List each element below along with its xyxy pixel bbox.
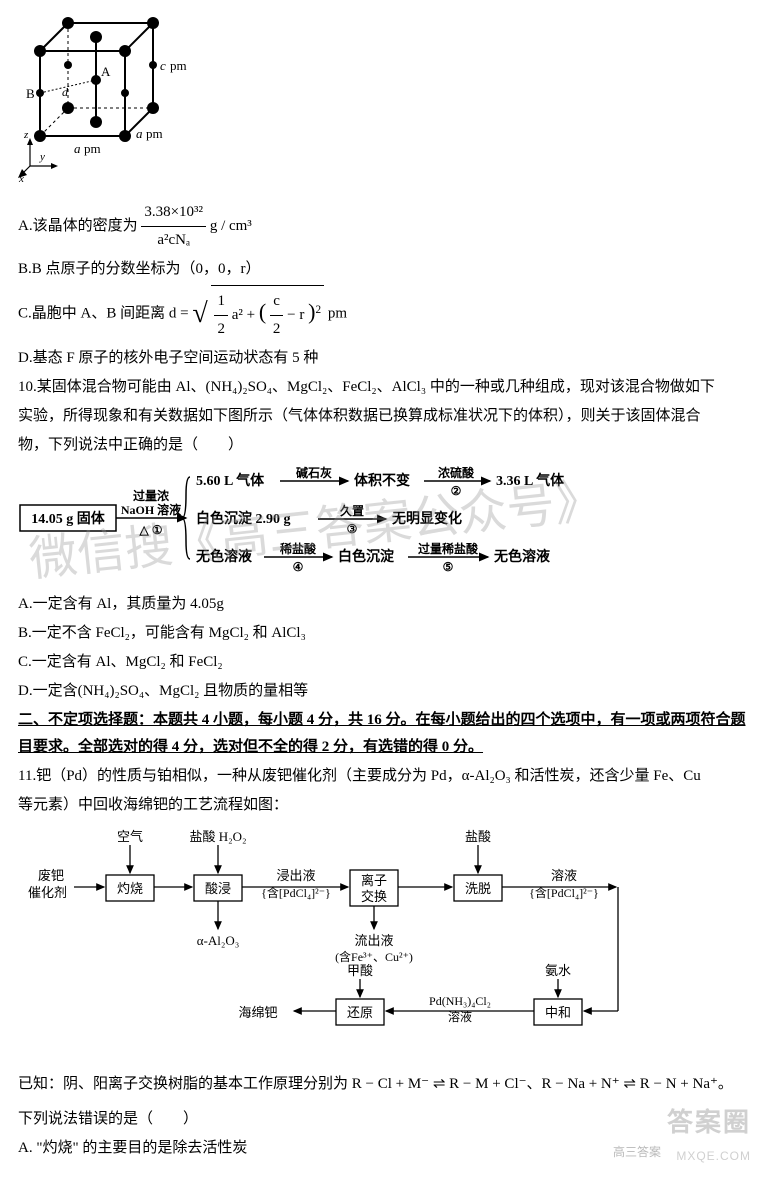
- q9-A-fraction: 3.38×10³² a²cNₐ: [141, 199, 206, 254]
- svg-text:x: x: [18, 173, 24, 183]
- svg-text:体积不变: 体积不变: [354, 472, 410, 489]
- q10-stem-line2: 实验，所得现象和有关数据如下图所示（气体体积数据已换算成标准状况下的体积），则关…: [18, 403, 751, 430]
- label-B: B: [26, 86, 35, 101]
- svg-text:溶液: 溶液: [551, 868, 577, 883]
- svg-text:交换: 交换: [361, 889, 387, 904]
- label-c: c: [160, 58, 166, 73]
- q11-ask: 下列说法错误的是（ ）: [18, 1106, 751, 1133]
- svg-text:溶液: 溶液: [448, 1009, 472, 1024]
- q9-C-prefix: C.晶胞中 A、B 间距离 d =: [18, 305, 189, 321]
- q10-option-A: A.一定含有 Al，其质量为 4.05g: [18, 591, 751, 618]
- svg-text:离子: 离子: [361, 873, 387, 888]
- q10-left-box: 14.05 g 固体: [31, 510, 105, 527]
- svg-text:5.60 L 气体: 5.60 L 气体: [196, 472, 265, 489]
- q11-flow-figure: 空气 盐酸 H₂O₂ 盐酸 废钯 催化剂 灼烧 酸浸 浸出液 {含[PdCl₄]…: [18, 825, 751, 1065]
- svg-text:流出液: 流出液: [354, 933, 393, 948]
- svg-text:y: y: [39, 151, 45, 163]
- svg-text:过量浓: 过量浓: [133, 488, 170, 503]
- svg-text:④: ④: [293, 560, 304, 574]
- svg-text:催化剂: 催化剂: [28, 885, 67, 900]
- svg-text:浓硫酸: 浓硫酸: [438, 465, 475, 480]
- svg-text:空气: 空气: [117, 829, 143, 844]
- svg-text:甲酸: 甲酸: [347, 963, 373, 978]
- q10-option-B: B.一定不含 FeCl₂，可能含有 MgCl₂ 和 AlCl₃: [18, 620, 751, 647]
- q11-known: 已知：阴、阳离子交换树脂的基本工作原理分别为 R − Cl + M⁻ ⇌ R −…: [18, 1071, 751, 1098]
- logo-text-1: 答案圈: [667, 1100, 751, 1147]
- svg-text:灼烧: 灼烧: [117, 881, 143, 896]
- svg-text:白色沉淀 2.90 g: 白色沉淀 2.90 g: [196, 510, 291, 527]
- svg-text:pm: pm: [84, 141, 101, 156]
- svg-text:pm: pm: [170, 58, 187, 73]
- svg-text:{含[PdCl₄]²⁻}: {含[PdCl₄]²⁻}: [529, 885, 599, 900]
- svg-text:海绵钯: 海绵钯: [238, 1005, 277, 1020]
- q9-C-suffix: pm: [328, 305, 347, 321]
- svg-text:中和: 中和: [545, 1005, 571, 1020]
- svg-text:△ ①: △ ①: [139, 523, 163, 537]
- svg-text:废钯: 废钯: [38, 868, 64, 883]
- svg-text:无明显变化: 无明显变化: [391, 510, 462, 527]
- svg-text:NaOH 溶液: NaOH 溶液: [121, 502, 181, 517]
- crystal-cell-figure: A B d c pm a pm a pm z y x: [18, 8, 751, 193]
- label-a1: a: [136, 126, 143, 141]
- q9-option-C: C.晶胞中 A、B 间距离 d = √ 1 2 a² + ( c 2 − r )…: [18, 285, 751, 343]
- svg-text:pm: pm: [146, 126, 163, 141]
- svg-text:无色溶液: 无色溶液: [195, 548, 253, 565]
- section-2-title: 二、不定项选择题：本题共 4 小题，每小题 4 分，共 16 分。在每小题给出的…: [18, 707, 751, 761]
- svg-text:3.36 L 气体: 3.36 L 气体: [496, 472, 565, 489]
- q9-option-D: D.基态 F 原子的核外电子空间运动状态有 5 种: [18, 345, 751, 372]
- svg-text:碱石灰: 碱石灰: [296, 465, 332, 480]
- svg-text:久置: 久置: [340, 503, 364, 518]
- svg-text:盐酸 H₂O₂: 盐酸 H₂O₂: [189, 829, 246, 844]
- svg-text:酸浸: 酸浸: [205, 881, 231, 896]
- svg-text:z: z: [23, 129, 29, 141]
- svg-text:Pd(NH₃)₄Cl₂: Pd(NH₃)₄Cl₂: [429, 994, 491, 1008]
- svg-text:②: ②: [451, 484, 462, 498]
- q10-flow-svg: 14.05 g 固体 过量浓 NaOH 溶液 △ ① 5.60 L 气体 碱石灰…: [18, 465, 658, 575]
- footer-logos: 答案圈 MXQE.COM: [667, 1100, 751, 1168]
- svg-text:盐酸: 盐酸: [465, 829, 491, 844]
- label-a2: a: [74, 141, 81, 156]
- q10-option-C: C.一定含有 Al、MgCl₂ 和 FeCl₂: [18, 649, 751, 676]
- sqrt-expression: √ 1 2 a² + ( c 2 − r )2: [192, 285, 324, 343]
- svg-text:洗脱: 洗脱: [465, 881, 491, 896]
- label-A: A: [101, 64, 111, 79]
- q10-stem-line1: 10.某固体混合物可能由 Al、(NH₄)₂SO₄、MgCl₂、FeCl₂、Al…: [18, 374, 751, 401]
- svg-text:{含[PdCl₄]²⁻}: {含[PdCl₄]²⁻}: [261, 885, 331, 900]
- crystal-svg: A B d c pm a pm a pm z y x: [18, 8, 208, 183]
- q11-flow-svg: 空气 盐酸 H₂O₂ 盐酸 废钯 催化剂 灼烧 酸浸 浸出液 {含[PdCl₄]…: [18, 825, 688, 1055]
- svg-text:白色沉淀: 白色沉淀: [338, 548, 395, 565]
- footer-small: 高三答案: [613, 1142, 661, 1164]
- svg-text:还原: 还原: [347, 1005, 373, 1020]
- q9-option-B: B.B 点原子的分数坐标为（0，0，r）: [18, 256, 751, 283]
- svg-text:无色溶液: 无色溶液: [493, 548, 551, 565]
- svg-text:(含Fe³⁺、Cu²⁺): (含Fe³⁺、Cu²⁺): [335, 949, 413, 964]
- svg-text:浸出液: 浸出液: [276, 868, 315, 883]
- svg-text:过量稀盐酸: 过量稀盐酸: [418, 541, 479, 556]
- q11-stem-line1: 11.钯（Pd）的性质与铂相似，一种从废钯催化剂（主要成分为 Pd，α-Al₂O…: [18, 763, 751, 790]
- q9-A-suffix: g / cm³: [210, 218, 252, 234]
- q10-option-D: D.一定含(NH₄)₂SO₄、MgCl₂ 且物质的量相等: [18, 678, 751, 705]
- svg-text:稀盐酸: 稀盐酸: [280, 541, 317, 556]
- label-d: d: [62, 85, 69, 99]
- svg-text:⑤: ⑤: [443, 560, 454, 574]
- q9-A-prefix: A.该晶体的密度为: [18, 218, 138, 234]
- logo-text-2: MXQE.COM: [667, 1146, 751, 1168]
- q10-flow-figure: 14.05 g 固体 过量浓 NaOH 溶液 △ ① 5.60 L 气体 碱石灰…: [18, 465, 751, 585]
- q10-stem-line3: 物，下列说法中正确的是（ ）: [18, 432, 751, 459]
- svg-text:③: ③: [347, 522, 358, 536]
- q11-stem-line2: 等元素）中回收海绵钯的工艺流程如图：: [18, 792, 751, 819]
- q9-option-A: A.该晶体的密度为 3.38×10³² a²cNₐ g / cm³: [18, 199, 751, 254]
- svg-text:α-Al₂O₃: α-Al₂O₃: [197, 933, 240, 948]
- svg-text:氨水: 氨水: [545, 963, 571, 978]
